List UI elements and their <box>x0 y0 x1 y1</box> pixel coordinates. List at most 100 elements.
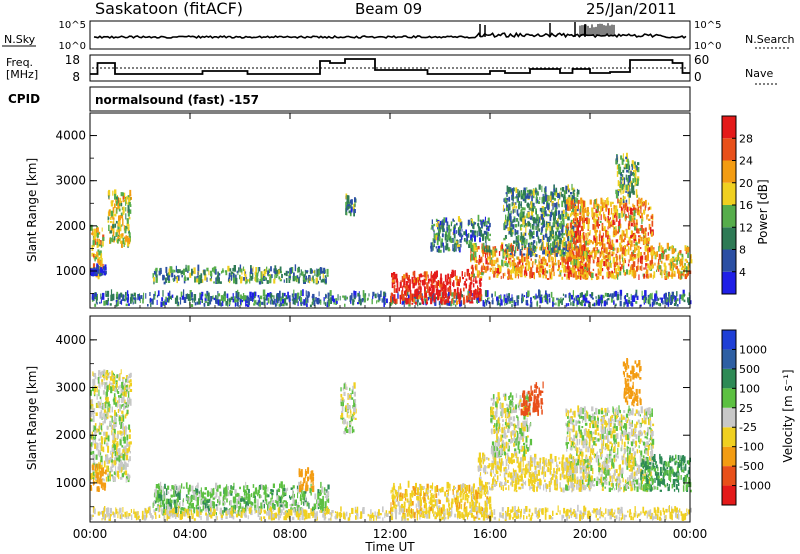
range-cell <box>575 295 578 302</box>
range-cell <box>640 256 642 264</box>
range-cell <box>441 242 444 247</box>
range-cell <box>597 219 599 222</box>
range-cell <box>492 270 494 274</box>
range-cell <box>380 290 382 298</box>
range-cell <box>437 294 440 301</box>
range-cell <box>651 254 654 259</box>
range-cell <box>638 205 641 209</box>
range-cell <box>633 205 635 211</box>
range-cell <box>483 230 486 234</box>
range-cell <box>427 279 430 284</box>
range-cell <box>107 375 110 379</box>
range-cell <box>603 261 606 266</box>
range-cell <box>96 232 99 238</box>
range-cell <box>561 235 563 238</box>
range-cell <box>435 232 438 238</box>
range-cell <box>592 303 595 307</box>
range-cell <box>596 274 598 277</box>
range-cell <box>487 257 489 261</box>
range-cell <box>560 233 563 236</box>
nave-label: Nave <box>745 67 773 80</box>
range-cell <box>98 450 101 458</box>
range-cell <box>575 264 579 269</box>
range-cell <box>602 226 604 231</box>
nave-tick-bottom: 0 <box>694 70 702 84</box>
range-cell <box>98 257 101 265</box>
range-cell <box>658 246 660 252</box>
range-cell <box>629 182 631 187</box>
range-cell <box>153 277 155 282</box>
range-cell <box>611 201 614 205</box>
range-cell <box>99 301 101 304</box>
range-cell <box>112 228 115 234</box>
range-cell <box>518 190 521 198</box>
range-cell <box>592 247 594 253</box>
range-cell <box>619 184 622 189</box>
range-cell <box>471 264 473 269</box>
range-cell <box>570 219 574 224</box>
range-cell <box>424 299 427 304</box>
range-cell <box>128 208 130 215</box>
range-cell <box>239 274 241 280</box>
range-cell <box>127 444 130 447</box>
range-cell <box>368 293 370 297</box>
range-cell <box>502 273 504 279</box>
range-cell <box>139 295 141 301</box>
range-cell <box>486 262 490 265</box>
range-cell <box>185 482 188 489</box>
range-cell <box>177 489 179 495</box>
range-cell <box>615 259 618 266</box>
range-cell <box>640 247 642 250</box>
range-cell <box>471 301 474 304</box>
range-cell <box>637 265 639 271</box>
range-cell <box>487 250 489 258</box>
range-cell <box>520 224 523 227</box>
range-cell <box>265 294 267 300</box>
range-cell <box>593 235 596 241</box>
range-cell <box>457 216 460 222</box>
range-cell <box>463 294 465 299</box>
range-cell <box>560 262 562 266</box>
range-cell <box>96 475 99 479</box>
range-cell <box>508 259 511 265</box>
range-cell <box>480 267 483 272</box>
nave-tick-top: 60 <box>694 53 709 67</box>
range-cell <box>435 296 438 300</box>
range-cell <box>99 444 101 451</box>
range-cell <box>109 376 113 381</box>
range-cell <box>446 278 449 286</box>
range-cell <box>519 273 522 277</box>
range-cell <box>503 294 506 301</box>
range-cell <box>173 274 176 282</box>
range-cell <box>584 272 586 275</box>
range-cell <box>230 492 233 496</box>
range-cell <box>583 232 585 239</box>
range-cell <box>331 297 334 300</box>
range-cell <box>445 281 447 286</box>
range-cell <box>540 222 543 226</box>
range-cell <box>648 247 651 253</box>
range-cell <box>638 209 641 217</box>
range-cell <box>156 274 158 281</box>
range-cell <box>515 240 518 245</box>
range-cell <box>584 245 587 250</box>
range-cell <box>591 241 594 245</box>
range-cell <box>129 194 132 197</box>
range-cell <box>561 193 564 198</box>
range-cell <box>603 211 605 218</box>
range-cell <box>512 244 515 251</box>
range-cell <box>468 243 470 248</box>
range-cell <box>289 267 291 272</box>
range-cell <box>533 230 535 235</box>
range-cell <box>207 294 210 302</box>
range-cell <box>447 297 450 303</box>
range-cell <box>125 412 128 416</box>
range-cell <box>534 252 537 257</box>
range-cell <box>569 203 572 206</box>
range-cell <box>424 292 427 298</box>
range-cell <box>113 437 117 442</box>
range-cell <box>563 196 565 203</box>
range-cell <box>664 249 665 255</box>
range-cell <box>265 277 267 281</box>
